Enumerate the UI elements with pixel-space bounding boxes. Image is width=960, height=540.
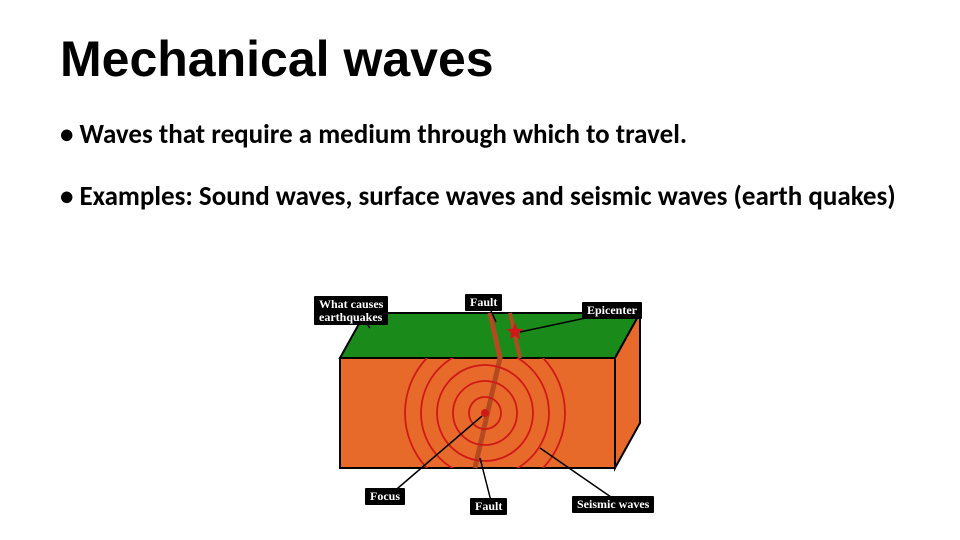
bullet-item: • Waves that require a medium through wh… — [60, 118, 900, 152]
diagram-label: Fault — [470, 498, 507, 515]
bullet-dot-icon: • — [60, 180, 73, 214]
bullet-item: • Examples: Sound waves, surface waves a… — [60, 180, 900, 214]
bullet-text: Waves that require a medium through whic… — [79, 118, 687, 152]
bullet-text: Examples: Sound waves, surface waves and… — [79, 180, 895, 214]
bullet-dot-icon: • — [60, 118, 73, 152]
diagram-label: Focus — [365, 488, 405, 505]
diagram-label: Epicenter — [582, 302, 642, 319]
diagram-label: What causes earthquakes — [314, 296, 388, 325]
earthquake-diagram: What causes earthquakes Fault Epicenter Foc… — [310, 288, 680, 518]
diagram-label: Seismic waves — [572, 496, 654, 513]
diagram-label: Fault — [465, 294, 502, 311]
bullet-list: • Waves that require a medium through wh… — [60, 118, 900, 214]
slide: Mechanical waves • Waves that require a … — [0, 0, 960, 540]
slide-title: Mechanical waves — [60, 30, 900, 88]
